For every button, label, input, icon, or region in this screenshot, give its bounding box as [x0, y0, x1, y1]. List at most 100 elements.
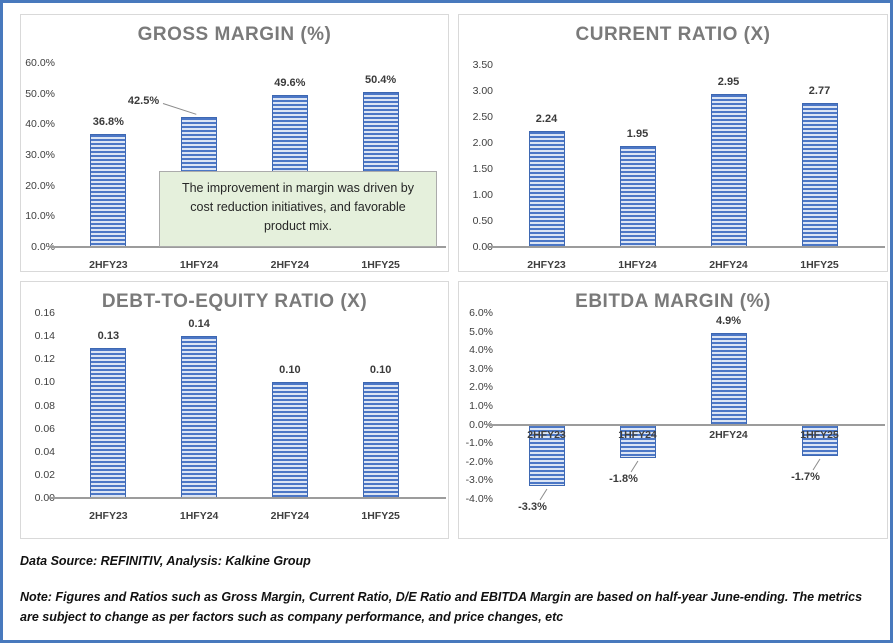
x-category-label: 2HFY24 [270, 510, 310, 522]
bar [801, 102, 838, 247]
y-tick-label: 60.0% [25, 57, 55, 69]
bar-data-label: 49.6% [274, 76, 306, 89]
chart-panel-current-ratio: CURRENT RATIO (X) 3.50 3.00 2.50 2.00 1.50 1.… [458, 14, 888, 272]
bar-data-label: 1.95 [626, 127, 649, 140]
plot-area: 0.16 0.14 0.12 0.10 0.08 0.06 0.04 0.02 0.00 0.13… [21, 282, 448, 538]
bar [619, 424, 656, 459]
bar [710, 93, 747, 247]
y-tick-label: 40.0% [25, 118, 55, 131]
bar-data-label: 0.10 [279, 364, 301, 377]
bar-data-label: 4.9% [715, 315, 742, 328]
bar [271, 382, 308, 498]
footer-source-line: Data Source: REFINITIV, Analysis: Kalkin… [20, 554, 311, 568]
bar-data-label: 2.24 [535, 112, 558, 125]
bar [90, 134, 127, 247]
y-tick-label: 0.0% [469, 418, 493, 431]
y-tick-label: -3.0% [465, 474, 493, 487]
bar-data-label: 2.95 [717, 75, 740, 88]
bar-data-label: 2.77 [808, 84, 831, 97]
x-category-label: 2HFY24 [709, 428, 748, 441]
bar-data-label: 0.10 [369, 364, 392, 377]
y-tick-label: 1.0% [469, 400, 493, 412]
y-tick-label: 1.00 [472, 189, 493, 201]
footer-note-line: Note: Figures and Ratios such as Gross M… [20, 590, 863, 624]
y-tick-label: -1.0% [465, 437, 493, 450]
chart-panel-debt-to-equity: DEBT-TO-EQUITY RATIO (X) 0.16 0.14 0.12 0.1… [20, 281, 449, 539]
y-tick-label: 0.14 [34, 330, 55, 343]
chart-title: GROSS MARGIN (%) [137, 24, 332, 45]
y-tick-label: 0.12 [34, 353, 55, 366]
chart-panel-ebitda-margin: EBITDA MARGIN (%) 6.0% 5.0% 4.0% 3.0% 2.0% 1.… [458, 281, 888, 539]
y-tick-label: 0.08 [34, 399, 55, 412]
y-tick-label: 5.0% [469, 325, 493, 338]
y-tick-label: 0.00 [472, 241, 493, 253]
bar [528, 130, 565, 247]
y-tick-label: 0.04 [34, 445, 55, 458]
y-tick-label: 50.0% [25, 87, 55, 100]
bar-data-label: 0.14 [188, 318, 210, 331]
leader-line [630, 460, 638, 473]
bar [181, 336, 218, 498]
y-tick-label: 3.0% [469, 362, 493, 375]
y-tick-label: 3.00 [472, 85, 493, 97]
footer: Data Source: REFINITIV, Analysis: Kalkin… [20, 552, 882, 627]
y-tick-label: 1.50 [472, 163, 493, 175]
y-tick-label: 4.0% [469, 344, 493, 357]
y-tick-label: 0.06 [34, 422, 55, 435]
plot-area: 3.50 3.00 2.50 2.00 1.50 1.00 0.50 0.00 2.24 2HFY… [459, 15, 887, 271]
y-tick-label: -2.0% [465, 455, 493, 468]
x-category-label: 2HFY23 [89, 510, 128, 522]
x-category-label: 1HFY25 [361, 259, 400, 271]
leader-line [539, 488, 547, 501]
bar [362, 382, 399, 498]
x-category-label: 1HFY24 [179, 259, 219, 271]
bar [90, 347, 127, 498]
chart-panel-gross-margin: GROSS MARGIN (%) 60.0% 50.0% 40.0% 30.0% 20.… [20, 14, 449, 272]
y-tick-label: 0.10 [34, 376, 55, 389]
y-tick-label: 6.0% [469, 307, 493, 319]
annotation-box: The improvement in margin was driven by … [159, 171, 437, 247]
bar-data-label: 36.8% [92, 116, 124, 129]
y-tick-label: 0.16 [34, 307, 55, 319]
chart-title: DEBT-TO-EQUITY RATIO (X) [101, 291, 368, 312]
axis-line [49, 246, 446, 248]
bar-data-label: 42.5% [127, 94, 160, 107]
y-tick-label: 0.00 [34, 492, 55, 504]
y-tick-label: 0.02 [34, 468, 55, 481]
bar-data-label: -1.7% [791, 471, 820, 484]
x-category-label: 1HFY24 [618, 428, 657, 441]
y-tick-label: 2.00 [472, 137, 493, 149]
axis-line [487, 423, 885, 426]
x-category-label: 2HFY23 [89, 259, 128, 271]
y-tick-label: 2.0% [469, 381, 493, 394]
y-tick-label: 2.50 [472, 111, 493, 123]
y-tick-label: 0.50 [472, 215, 493, 227]
charts-grid: GROSS MARGIN (%) 60.0% 50.0% 40.0% 30.0% 20.… [20, 14, 888, 539]
x-category-label: 1HFY24 [618, 259, 657, 271]
x-category-label: 2HFY24 [270, 259, 310, 271]
bar-data-label: -1.8% [609, 473, 638, 486]
x-category-label: 2HFY23 [527, 259, 566, 271]
plot-area: 6.0% 5.0% 4.0% 3.0% 2.0% 1.0% 0.0% -1.0% -2.0% -3… [459, 282, 887, 538]
bar-data-label: -3.3% [518, 500, 547, 513]
y-tick-label: -4.0% [465, 493, 493, 505]
bar [619, 145, 656, 247]
y-tick-label: 10.0% [25, 210, 55, 223]
axis-line [487, 246, 885, 248]
x-category-label: 2HFY23 [527, 428, 566, 441]
x-category-label: 2HFY24 [709, 259, 748, 271]
chart-title: EBITDA MARGIN (%) [575, 291, 771, 312]
leader-line [812, 458, 820, 471]
y-tick-label: 30.0% [25, 149, 55, 161]
y-tick-label: 20.0% [25, 179, 55, 192]
x-category-label: 1HFY25 [800, 428, 839, 441]
x-category-label: 1HFY25 [361, 510, 400, 522]
x-category-label: 1HFY25 [800, 259, 839, 271]
axis-line [49, 497, 446, 499]
x-category-label: 1HFY24 [179, 510, 219, 522]
bar-data-label: 50.4% [365, 74, 397, 87]
bar [528, 424, 565, 486]
bar [710, 333, 747, 425]
chart-title: CURRENT RATIO (X) [575, 24, 771, 45]
y-tick-label: 3.50 [472, 59, 493, 71]
